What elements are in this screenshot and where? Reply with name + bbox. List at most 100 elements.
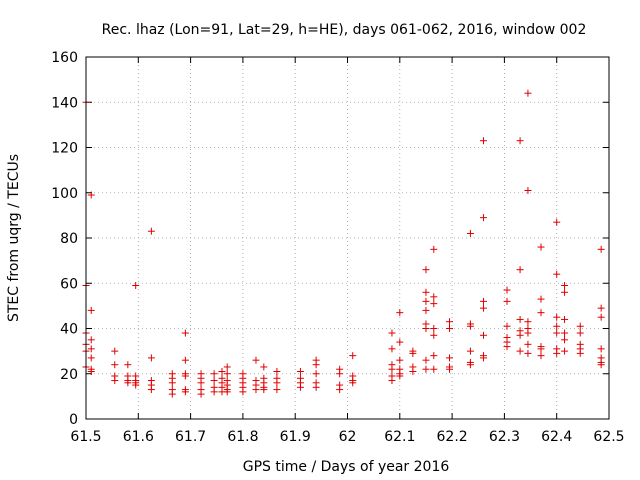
data-point — [537, 295, 545, 303]
data-point — [503, 297, 511, 305]
data-point — [553, 270, 561, 278]
data-point — [553, 218, 561, 226]
data-point — [466, 347, 474, 355]
data-point — [422, 306, 430, 314]
y-tick-label: 20 — [60, 367, 78, 383]
data-point — [260, 386, 268, 394]
data-point — [524, 329, 532, 337]
data-point — [296, 367, 304, 375]
data-point — [388, 377, 396, 385]
x-tick-label: 62.2 — [437, 429, 468, 445]
data-point — [479, 214, 487, 222]
y-tick-label: 40 — [60, 322, 78, 338]
data-point — [111, 377, 119, 385]
x-tick-label: 62.5 — [593, 429, 624, 445]
data-point — [561, 315, 569, 323]
data-point — [503, 286, 511, 294]
data-point — [524, 318, 532, 326]
data-point — [466, 229, 474, 237]
data-point — [124, 361, 132, 369]
data-point — [409, 349, 417, 357]
data-point — [132, 381, 140, 389]
data-point — [576, 349, 584, 357]
data-point — [422, 356, 430, 364]
data-point — [252, 386, 260, 394]
data-point — [479, 331, 487, 339]
data-point — [197, 379, 205, 387]
data-point — [87, 191, 95, 199]
data-point — [312, 370, 320, 378]
data-point — [422, 297, 430, 305]
data-point — [561, 347, 569, 355]
x-tick-label: 62.1 — [384, 429, 415, 445]
data-point — [147, 354, 155, 362]
data-point — [553, 349, 561, 357]
data-point — [422, 325, 430, 332]
data-point — [396, 372, 404, 380]
data-point — [239, 388, 247, 396]
data-point — [430, 300, 438, 308]
data-point — [210, 370, 218, 378]
data-point — [524, 186, 532, 194]
data-point — [422, 266, 430, 274]
data-point — [430, 331, 438, 339]
data-point — [388, 365, 396, 373]
data-point — [553, 322, 561, 330]
data-point — [147, 386, 155, 394]
data-point — [388, 329, 396, 337]
data-point — [260, 363, 268, 371]
data-point — [312, 383, 320, 391]
data-point — [336, 386, 344, 394]
data-point — [349, 352, 357, 360]
data-point — [273, 367, 281, 375]
data-point — [181, 356, 189, 364]
x-tick-label: 61.5 — [70, 429, 101, 445]
y-tick-labels: 0 20 40 60 80 100 120 140 160 — [51, 50, 78, 428]
x-axis-title: GPS time / Days of year 2016 — [243, 459, 450, 475]
data-point — [537, 352, 545, 360]
data-point — [210, 377, 218, 385]
data-point — [111, 347, 119, 355]
data-point — [561, 329, 569, 337]
data-point — [168, 390, 176, 398]
data-point — [576, 322, 584, 330]
data-point — [430, 352, 438, 360]
data-point — [479, 137, 487, 145]
data-point — [479, 354, 487, 362]
data-point — [561, 282, 569, 290]
data-point — [537, 345, 545, 353]
data-point — [479, 304, 487, 312]
data-point — [503, 343, 511, 351]
y-axis-title: STEC from uqrg / TECUs — [6, 154, 22, 322]
data-point — [181, 388, 189, 396]
data-point — [223, 363, 231, 371]
data-point — [516, 347, 524, 355]
x-tick-label: 61.9 — [280, 429, 311, 445]
data-point — [561, 288, 569, 296]
data-point — [124, 379, 132, 387]
data-point — [516, 331, 524, 339]
data-point — [312, 361, 320, 369]
data-point — [597, 304, 605, 312]
data-point — [479, 297, 487, 305]
data-point — [445, 318, 453, 326]
data-point — [430, 325, 438, 332]
data-point — [87, 367, 95, 375]
data-point — [524, 349, 532, 357]
data-point — [422, 365, 430, 373]
y-tick-label: 100 — [51, 186, 78, 202]
data-point — [430, 293, 438, 301]
data-point — [516, 137, 524, 145]
data-point — [181, 372, 189, 380]
data-point — [445, 325, 453, 332]
data-point — [516, 266, 524, 274]
data-point — [524, 89, 532, 97]
data-point — [597, 345, 605, 353]
data-point — [273, 386, 281, 394]
data-point — [597, 313, 605, 321]
data-point — [503, 322, 511, 330]
data-point — [553, 313, 561, 321]
data-point — [197, 390, 205, 398]
chart-title: Rec. lhaz (Lon=91, Lat=29, h=HE), days 0… — [102, 22, 587, 38]
